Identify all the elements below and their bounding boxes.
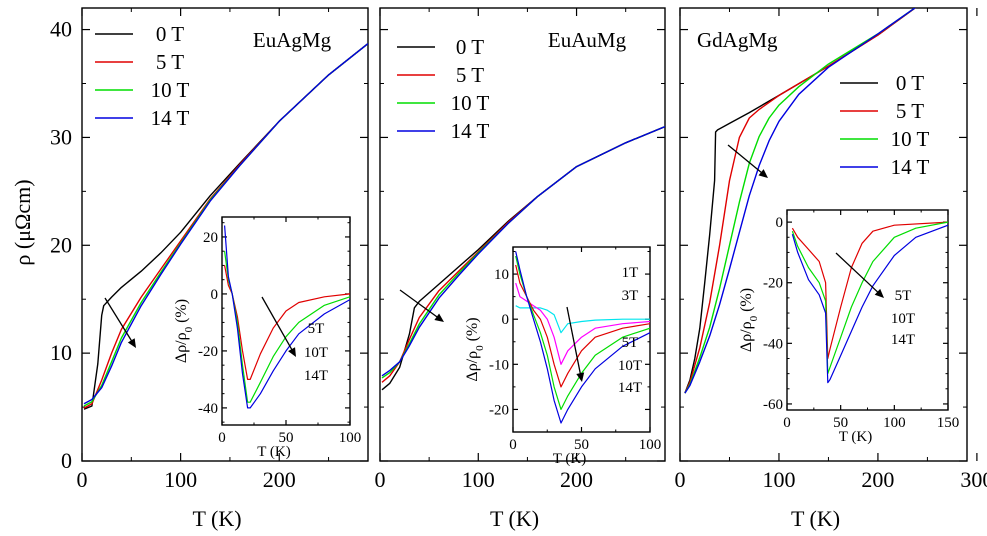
euagmg-legend-label: 0 T — [156, 22, 184, 46]
euagmg-legend-label: 5 T — [156, 50, 184, 74]
euagmg-xlabel: T (K) — [192, 506, 241, 531]
euagmg-inset-xlabel: T (K) — [257, 444, 290, 460]
euagmg-legend-label: 14 T — [151, 106, 190, 130]
euaumg-xtick-label: 100 — [462, 467, 495, 492]
gdagmg-xtick-label: 0 — [675, 467, 686, 492]
euaumg-inset-ytick-label: -20 — [489, 402, 509, 418]
gdagmg-inset-ylabel-unit: (%) — [738, 288, 755, 316]
euaumg-field-arrow-head — [434, 313, 444, 322]
gdagmg-legend-label: 5 T — [896, 99, 924, 123]
euaumg-inset-ylabel-main: Δρ/ρ — [464, 351, 481, 382]
euaumg-inset-ytick-label: 10 — [494, 267, 509, 283]
euagmg-inset-field-label: 14T — [304, 368, 328, 384]
euaumg-inset-ytick-label: 0 — [502, 312, 510, 328]
euagmg-inset-field-label: 10T — [304, 345, 328, 361]
gdagmg-inset-ytick-label: -20 — [763, 276, 783, 292]
euagmg-ytick-label: 0 — [61, 448, 72, 473]
euaumg-inset-ytick-label: -10 — [489, 357, 509, 373]
euagmg-inset-ytick-label: -20 — [198, 344, 218, 360]
gdagmg-xtick-label: 100 — [762, 467, 795, 492]
euaumg-legend-label: 0 T — [456, 35, 484, 59]
gdagmg-inset-ylabel-main: Δρ/ρ — [738, 321, 755, 352]
euaumg-inset-xtick-label: 0 — [509, 437, 517, 453]
euagmg-inset-xtick-label: 100 — [339, 430, 362, 446]
gdagmg-inset-bg — [787, 210, 948, 410]
euaumg-legend-label: 14 T — [451, 119, 490, 143]
euagmg-legend-label: 10 T — [151, 78, 190, 102]
euaumg-inset-field-label: 14T — [618, 380, 642, 396]
euagmg-ytick-label: 20 — [50, 232, 72, 257]
euagmg-inset-ylabel-unit: (%) — [173, 299, 190, 327]
gdagmg-xlabel: T (K) — [791, 506, 840, 531]
euaumg-inset-ylabel: Δρ/ρ0 (%) — [464, 317, 486, 381]
euagmg-inset-ytick-label: 20 — [203, 230, 218, 246]
gdagmg-inset-xlabel: T (K) — [839, 429, 872, 445]
euaumg-title: EuAuMg — [548, 28, 627, 52]
gdagmg-inset-ytick-label: -40 — [763, 336, 783, 352]
gdagmg-inset-ytick-label: 0 — [776, 215, 784, 231]
euaumg-xlabel: T (K) — [490, 506, 539, 531]
euaumg-inset-field-label: 10T — [618, 358, 642, 374]
gdagmg-field-arrow-shaft — [728, 145, 762, 173]
euagmg-inset-xtick-label: 0 — [218, 430, 226, 446]
euaumg-inset-ylabel-unit: (%) — [464, 317, 481, 345]
euagmg-xtick-label: 100 — [164, 467, 197, 492]
euaumg-inset-field-label: 3T — [622, 288, 639, 304]
euagmg-inset-bg — [222, 217, 350, 425]
gdagmg-inset-field-label: 14T — [891, 332, 915, 348]
gdagmg-inset-xtick-label: 100 — [883, 415, 906, 431]
gdagmg-inset-field-label: 5T — [895, 288, 912, 304]
euagmg-inset-ytick-label: -40 — [198, 401, 218, 417]
euagmg-inset-ylabel-main: Δρ/ρ — [173, 332, 190, 363]
euaumg-inset-field-label: 1T — [622, 265, 639, 281]
euagmg-ytick-label: 40 — [50, 17, 72, 42]
gdagmg-xtick-label: 200 — [861, 467, 894, 492]
gdagmg-legend-label: 10 T — [891, 127, 930, 151]
gdagmg-title: GdAgMg — [697, 28, 778, 52]
gdagmg-xtick-label: 300 — [960, 467, 987, 492]
gdagmg-inset-field-label: 10T — [891, 311, 915, 327]
euagmg-xtick-label: 0 — [77, 467, 88, 492]
euagmg-inset-ylabel: Δρ/ρ0 (%) — [173, 299, 195, 363]
gdagmg-inset-ytick-label: -60 — [763, 397, 783, 413]
euaumg-legend-label: 5 T — [456, 63, 484, 87]
euagmg-field-arrow-head — [128, 338, 136, 348]
euagmg-ytick-label: 30 — [50, 124, 72, 149]
gdagmg-inset-xtick-label: 0 — [783, 415, 791, 431]
euaumg-inset-xtick-label: 100 — [639, 437, 662, 453]
gdagmg-legend-label: 14 T — [891, 155, 930, 179]
gdagmg-inset-ylabel: Δρ/ρ0 (%) — [738, 288, 760, 352]
euagmg-ytick-label: 10 — [50, 340, 72, 365]
euaumg-inset-field-label: 5T — [622, 335, 639, 351]
euaumg-inset-xlabel: T (K) — [553, 451, 586, 467]
euaumg-xtick-label: 200 — [560, 467, 593, 492]
euagmg-xtick-label: 200 — [263, 467, 296, 492]
euaumg-xtick-label: 0 — [375, 467, 386, 492]
euagmg-inset-ytick-label: 0 — [211, 287, 219, 303]
gdagmg-inset-xtick-label: 150 — [937, 415, 960, 431]
euagmg-title: EuAgMg — [253, 28, 332, 52]
gdagmg-legend-label: 0 T — [896, 71, 924, 95]
euagmg-inset-field-label: 5T — [308, 321, 325, 337]
euagmg-ylabel: ρ (μΩcm) — [10, 179, 35, 265]
euaumg-legend-label: 10 T — [451, 91, 490, 115]
